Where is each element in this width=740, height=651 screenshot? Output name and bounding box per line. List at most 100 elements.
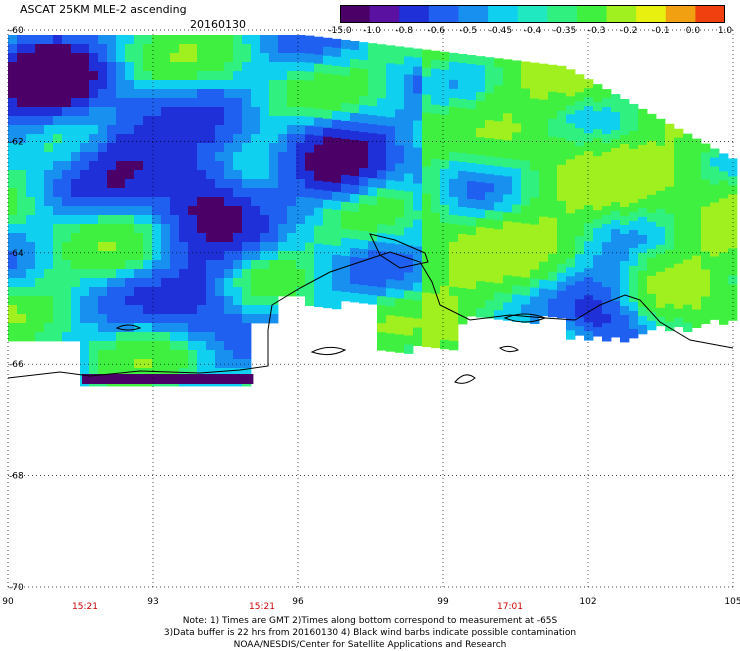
data-cell <box>269 305 279 315</box>
data-cell <box>602 260 612 270</box>
data-cell <box>404 182 414 192</box>
data-cell <box>557 65 567 76</box>
data-cell <box>17 206 27 216</box>
data-cell <box>332 263 342 274</box>
data-cell <box>44 107 54 117</box>
data-cell <box>395 217 405 227</box>
color-scale-label: -0.45 <box>488 26 513 36</box>
data-cell <box>377 269 387 279</box>
data-cell <box>395 343 405 353</box>
data-cell <box>80 197 90 207</box>
data-cell <box>233 179 243 189</box>
data-cell <box>17 260 27 270</box>
data-cell <box>17 98 27 108</box>
data-cell <box>224 314 234 324</box>
data-cell <box>530 242 540 252</box>
data-cell <box>638 306 648 317</box>
data-cell <box>260 260 270 270</box>
data-cell <box>395 91 405 101</box>
data-cell <box>154 374 164 384</box>
data-cell <box>206 125 216 135</box>
data-cell <box>413 84 423 94</box>
data-cell <box>593 156 603 166</box>
color-swatch <box>488 5 519 23</box>
data-cell <box>170 44 180 54</box>
data-cell <box>287 107 297 117</box>
data-cell <box>287 80 297 90</box>
data-cell <box>179 197 189 207</box>
data-cell <box>8 323 18 333</box>
data-cell <box>53 233 63 243</box>
data-cell <box>206 80 216 90</box>
data-cell <box>116 359 126 369</box>
data-cell <box>611 148 621 158</box>
data-cell <box>620 153 630 163</box>
data-cell <box>647 239 657 250</box>
data-cell <box>566 303 576 313</box>
data-cell <box>53 251 63 261</box>
data-cell <box>566 141 576 151</box>
data-cell <box>611 103 621 113</box>
color-scale-label: 0.0 <box>685 26 701 36</box>
data-cell <box>539 306 549 317</box>
data-cell <box>476 110 486 120</box>
data-cell <box>26 125 36 135</box>
data-cell <box>53 314 63 324</box>
data-cell <box>422 166 432 177</box>
data-cell <box>260 233 270 243</box>
data-cell <box>161 359 171 369</box>
data-cell <box>512 249 522 259</box>
data-cell <box>512 240 522 250</box>
data-cell <box>512 78 522 88</box>
data-cell <box>170 161 180 171</box>
data-cell <box>548 154 558 165</box>
data-cell <box>323 235 333 246</box>
data-cell <box>35 224 45 234</box>
data-cell <box>611 283 621 293</box>
data-cell <box>136 374 146 384</box>
data-cell <box>89 134 99 144</box>
data-cell <box>269 134 279 144</box>
data-cell <box>395 154 405 164</box>
data-cell <box>170 89 180 99</box>
data-cell <box>341 282 351 293</box>
data-cell <box>269 161 279 171</box>
data-cell <box>287 179 297 189</box>
data-cell <box>602 179 612 189</box>
data-cell <box>728 194 738 204</box>
data-cell <box>17 215 27 225</box>
data-cell <box>467 145 477 155</box>
data-cell <box>62 35 72 45</box>
data-cell <box>458 287 468 298</box>
data-cell <box>332 200 342 211</box>
data-cell <box>143 44 153 54</box>
data-cell <box>575 92 585 102</box>
data-cell <box>611 121 621 131</box>
data-cell <box>656 181 666 192</box>
data-cell <box>593 111 603 121</box>
data-cell <box>476 227 486 237</box>
data-cell <box>593 291 603 301</box>
data-cell <box>602 206 612 216</box>
data-cell <box>431 284 441 295</box>
data-cell <box>35 233 45 243</box>
data-cell <box>593 192 603 202</box>
data-cell <box>548 307 558 318</box>
data-cell <box>80 332 90 342</box>
data-cell <box>179 188 189 198</box>
data-cell <box>161 332 171 342</box>
data-cell <box>530 197 540 207</box>
data-cell <box>71 179 81 189</box>
data-cell <box>206 107 216 117</box>
data-cell <box>467 235 477 245</box>
data-cell <box>377 341 387 351</box>
data-cell <box>44 152 54 162</box>
data-cell <box>512 87 522 97</box>
data-cell <box>134 206 144 216</box>
data-cell <box>26 188 36 198</box>
data-cell <box>584 295 594 305</box>
data-cell <box>458 107 468 118</box>
data-cell <box>611 112 621 122</box>
data-cell <box>53 80 63 90</box>
data-cell <box>638 270 648 281</box>
